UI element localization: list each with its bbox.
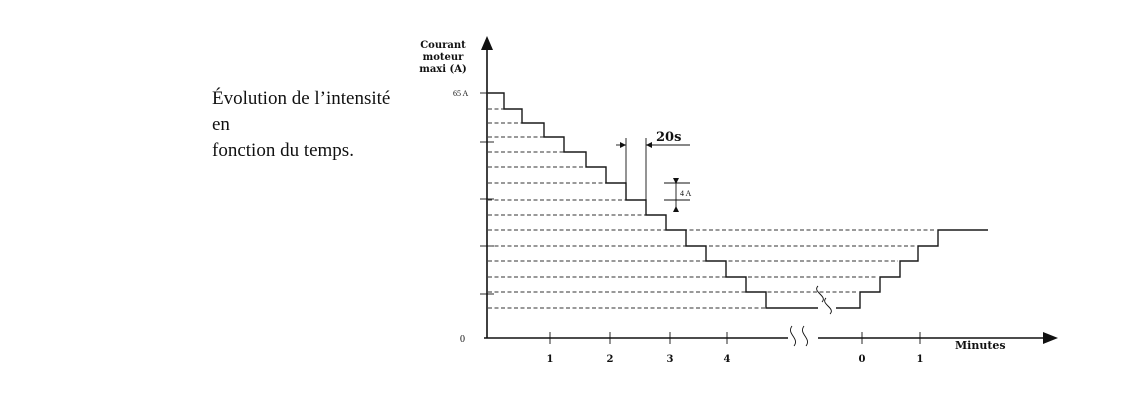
caption-line-2: fonction du temps. [212,140,354,161]
x-tick-label: 1 [547,354,554,365]
level-dashed-lines [488,108,936,309]
y-axis-arrow-icon [481,36,493,50]
x-axis-ticks [549,332,921,344]
x-tick-label: 4 [724,354,731,365]
x-tick-label: 2 [607,354,614,365]
x-tick-label: 1 [917,354,924,365]
x-axis-arrow-icon [1043,332,1058,344]
x-tick-label: 0 [859,354,866,365]
time-step-label: 20s [656,130,681,145]
caption-line-1: Évolution de l’intensité en [212,88,391,135]
time-step-dimension [616,138,690,200]
figure-caption: Évolution de l’intensité en fonction du … [212,86,412,164]
y-axis-title-line-2: moteur [423,52,465,63]
x-tick-label: 3 [667,354,674,365]
current-step-label: 4 A [680,189,692,198]
x-axis-title: Minutes [955,339,1006,352]
axis-break-mark [790,325,808,347]
descending-staircase [488,92,818,309]
y-axis-title-line-1: Courant [420,40,466,51]
y-axis-title-line-3: maxi (A) [419,64,467,75]
origin-label: 0 [460,334,465,345]
current-step-dimension [664,178,690,212]
curve-break-mark [816,285,832,315]
y-top-value-label: 65 A [453,89,469,98]
ascending-staircase [836,229,988,309]
